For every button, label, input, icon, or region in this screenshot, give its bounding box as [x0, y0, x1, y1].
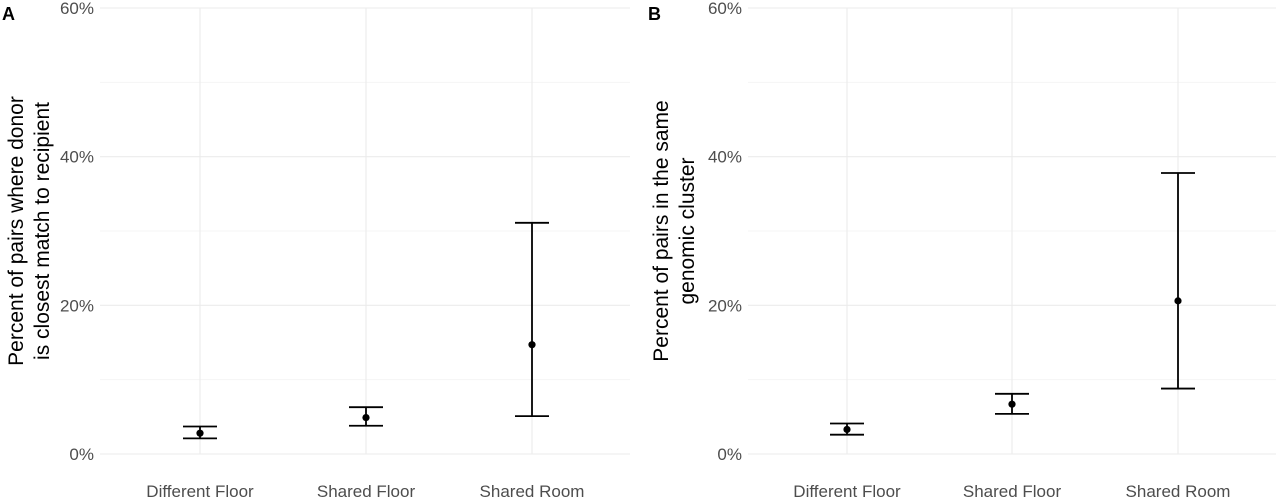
data-point [196, 429, 204, 437]
y-tick-label: 0% [69, 445, 94, 464]
y-axis-title-line: Percent of pairs where donor [5, 96, 28, 366]
y-tick-label: 40% [60, 148, 94, 167]
data-point [528, 341, 536, 349]
y-axis-title: Percent of pairs in the same genomic clus… [650, 100, 699, 361]
y-tick-label: 20% [60, 296, 94, 315]
data-point [1174, 297, 1182, 305]
y-axis-title-line: genomic cluster [676, 157, 699, 304]
x-tick-label: Shared Room [480, 482, 585, 500]
y-tick-label: 60% [60, 0, 94, 18]
y-axis-title-line: Percent of pairs in the same [650, 100, 673, 361]
x-tick-label: Different Floor [793, 482, 901, 500]
panel-a: 0% 20% 40% 60% Different Floor Shared Floor Sh… [2, 0, 630, 500]
y-tick-label: 20% [708, 296, 742, 315]
data-point [843, 425, 851, 434]
y-tick-label: 40% [708, 148, 742, 167]
y-tick-label: 60% [708, 0, 742, 18]
x-tick-label: Shared Floor [317, 482, 416, 500]
x-tick-label: Shared Floor [963, 482, 1062, 500]
panel-tag: B [648, 4, 661, 24]
data-point [362, 413, 370, 422]
panel-tag: A [2, 4, 15, 24]
x-tick-label: Different Floor [146, 482, 254, 500]
y-axis-title: Percent of pairs where donor is closest m… [5, 96, 54, 366]
y-tick-label: 0% [717, 445, 742, 464]
y-axis-title-line: is closest match to recipient [31, 102, 54, 360]
x-tick-label: Shared Room [1126, 482, 1231, 500]
panel-b: 0% 20% 40% 60% Different Floor Shared Floor Sh… [648, 0, 1276, 500]
data-point [1008, 400, 1016, 408]
